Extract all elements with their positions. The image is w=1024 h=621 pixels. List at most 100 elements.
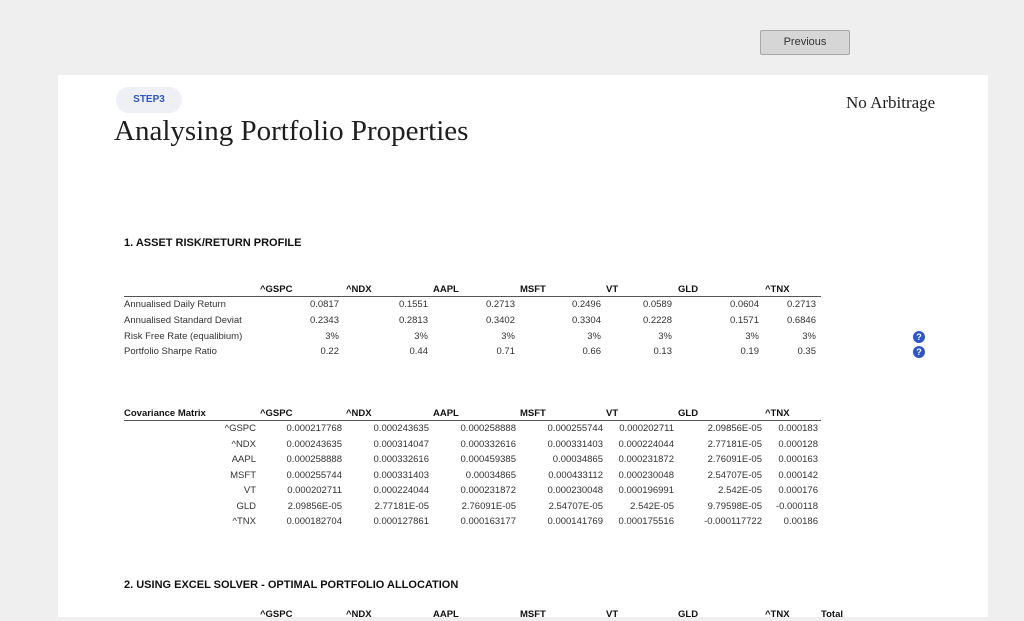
column-header: VT [606, 408, 619, 419]
table-cell: 0.000231872 [618, 454, 674, 465]
table-cell: 2.09856E-05 [287, 501, 342, 512]
table-cell: 0.1571 [729, 315, 759, 326]
table-cell: 2.77181E-05 [707, 439, 762, 450]
row-label: Portfolio Sharpe Ratio [124, 346, 217, 357]
question-circle-icon[interactable]: ? [913, 331, 925, 343]
table-cell: 0.2343 [309, 315, 339, 326]
page-title: Analysing Portfolio Properties [114, 115, 469, 147]
table-cell: 3% [325, 331, 339, 342]
column-header: ^NDX [346, 284, 372, 295]
column-header: ^TNX [765, 609, 790, 620]
column-header: ^NDX [346, 609, 372, 620]
table-cell: 0.6846 [786, 315, 816, 326]
column-header: ^GSPC [260, 284, 293, 295]
column-header: MSFT [520, 408, 546, 419]
table-cell: 0.000141769 [547, 516, 603, 527]
table-cell: 0.2496 [571, 299, 601, 310]
column-header: Total [821, 609, 843, 620]
table-cell: 0.000224044 [373, 485, 429, 496]
table-cell: 0.000142 [778, 470, 818, 481]
content-card [58, 75, 988, 617]
table-cell: 0.000231872 [460, 485, 516, 496]
column-header: AAPL [433, 284, 459, 295]
table-cell: 2.542E-05 [630, 501, 674, 512]
column-header: GLD [678, 408, 699, 419]
table-cell: 0.000202711 [619, 423, 674, 434]
table-cell: 3% [745, 331, 759, 342]
table-cell: 0.2228 [642, 315, 672, 326]
table-cell: 0.66 [582, 346, 602, 357]
table-cell: 0.000255744 [286, 470, 342, 481]
column-header: VT [606, 609, 619, 620]
table-cell: 0.0589 [642, 299, 672, 310]
row-label: MSFT [230, 470, 256, 481]
column-header: GLD [678, 609, 699, 620]
table-cell: 0.00034865 [552, 454, 603, 465]
table-cell: 0.000332616 [460, 439, 516, 450]
table-cell: 2.77181E-05 [374, 501, 429, 512]
table-cell: 0.000183 [778, 423, 818, 434]
table-cell: 0.3304 [571, 315, 601, 326]
row-label: Annualised Standard Deviat [124, 315, 242, 326]
table-cell: 0.000332616 [373, 454, 429, 465]
column-header: MSFT [520, 609, 546, 620]
table-cell: -0.000117722 [704, 516, 762, 527]
table-cell: 0.2713 [485, 299, 515, 310]
table-cell: 0.000258888 [286, 454, 342, 465]
column-header: AAPL [433, 609, 459, 620]
row-label: Risk Free Rate (equalibium) [124, 331, 243, 342]
table-cell: 2.76091E-05 [461, 501, 516, 512]
column-header: ^TNX [765, 284, 790, 295]
table-cell: -0.000118 [775, 501, 818, 512]
table-cell: 3% [802, 331, 816, 342]
table-cell: 0.1551 [398, 299, 428, 310]
row-label: GLD [236, 501, 256, 512]
table-cell: 0.3402 [485, 315, 515, 326]
table-cell: 0.000175516 [618, 516, 674, 527]
column-header: MSFT [520, 284, 546, 295]
table-cell: 2.54707E-05 [548, 501, 603, 512]
table-cell: 0.000230048 [618, 470, 674, 481]
covariance-title: Covariance Matrix [124, 408, 206, 419]
table-cell: 9.79598E-05 [707, 501, 762, 512]
table-cell: 0.000459385 [460, 454, 516, 465]
table-cell: 0.44 [409, 346, 429, 357]
column-header: ^GSPC [260, 408, 293, 419]
column-header: ^NDX [346, 408, 372, 419]
table-cell: 0.000433112 [548, 470, 603, 481]
row-label: ^GSPC [224, 423, 256, 434]
table-cell: 0.19 [740, 346, 760, 357]
table-cell: 0.000331403 [547, 439, 603, 450]
table-cell: 2.09856E-05 [707, 423, 762, 434]
table-cell: 2.542E-05 [718, 485, 762, 496]
table-cell: 0.000314047 [373, 439, 429, 450]
table-cell: 0.000258888 [460, 423, 516, 434]
table-cell: 0.000196991 [618, 485, 674, 496]
table-cell: 0.000243635 [373, 423, 429, 434]
section-heading-solver: 2. USING EXCEL SOLVER - OPTIMAL PORTFOLI… [124, 579, 459, 591]
table-cell: 0.000127861 [373, 516, 429, 527]
table-cell: 0.0817 [309, 299, 339, 310]
section-heading-risk-return: 1. ASSET RISK/RETURN PROFILE [124, 237, 302, 249]
table-cell: 3% [414, 331, 428, 342]
row-label: Annualised Daily Return [124, 299, 226, 310]
table-cell: 0.000217768 [286, 423, 342, 434]
previous-button[interactable]: Previous [760, 30, 850, 55]
column-header: ^TNX [765, 408, 790, 419]
row-label: ^NDX [231, 439, 256, 450]
table-cell: 0.2713 [786, 299, 816, 310]
table-cell: 0.71 [496, 346, 516, 357]
question-circle-icon[interactable]: ? [913, 346, 925, 358]
step-badge: STEP3 [116, 87, 182, 113]
table-cell: 2.54707E-05 [707, 470, 762, 481]
table-cell: 0.000230048 [547, 485, 603, 496]
column-header: AAPL [433, 408, 459, 419]
table-cell: 0.000163 [778, 454, 818, 465]
table-cell: 2.76091E-05 [707, 454, 762, 465]
table-cell: 0.22 [320, 346, 340, 357]
row-label: ^TNX [232, 516, 256, 527]
brand-logo: No Arbitrage [846, 93, 936, 112]
table-cell: 0.0604 [729, 299, 759, 310]
table-cell: 0.000182704 [286, 516, 342, 527]
